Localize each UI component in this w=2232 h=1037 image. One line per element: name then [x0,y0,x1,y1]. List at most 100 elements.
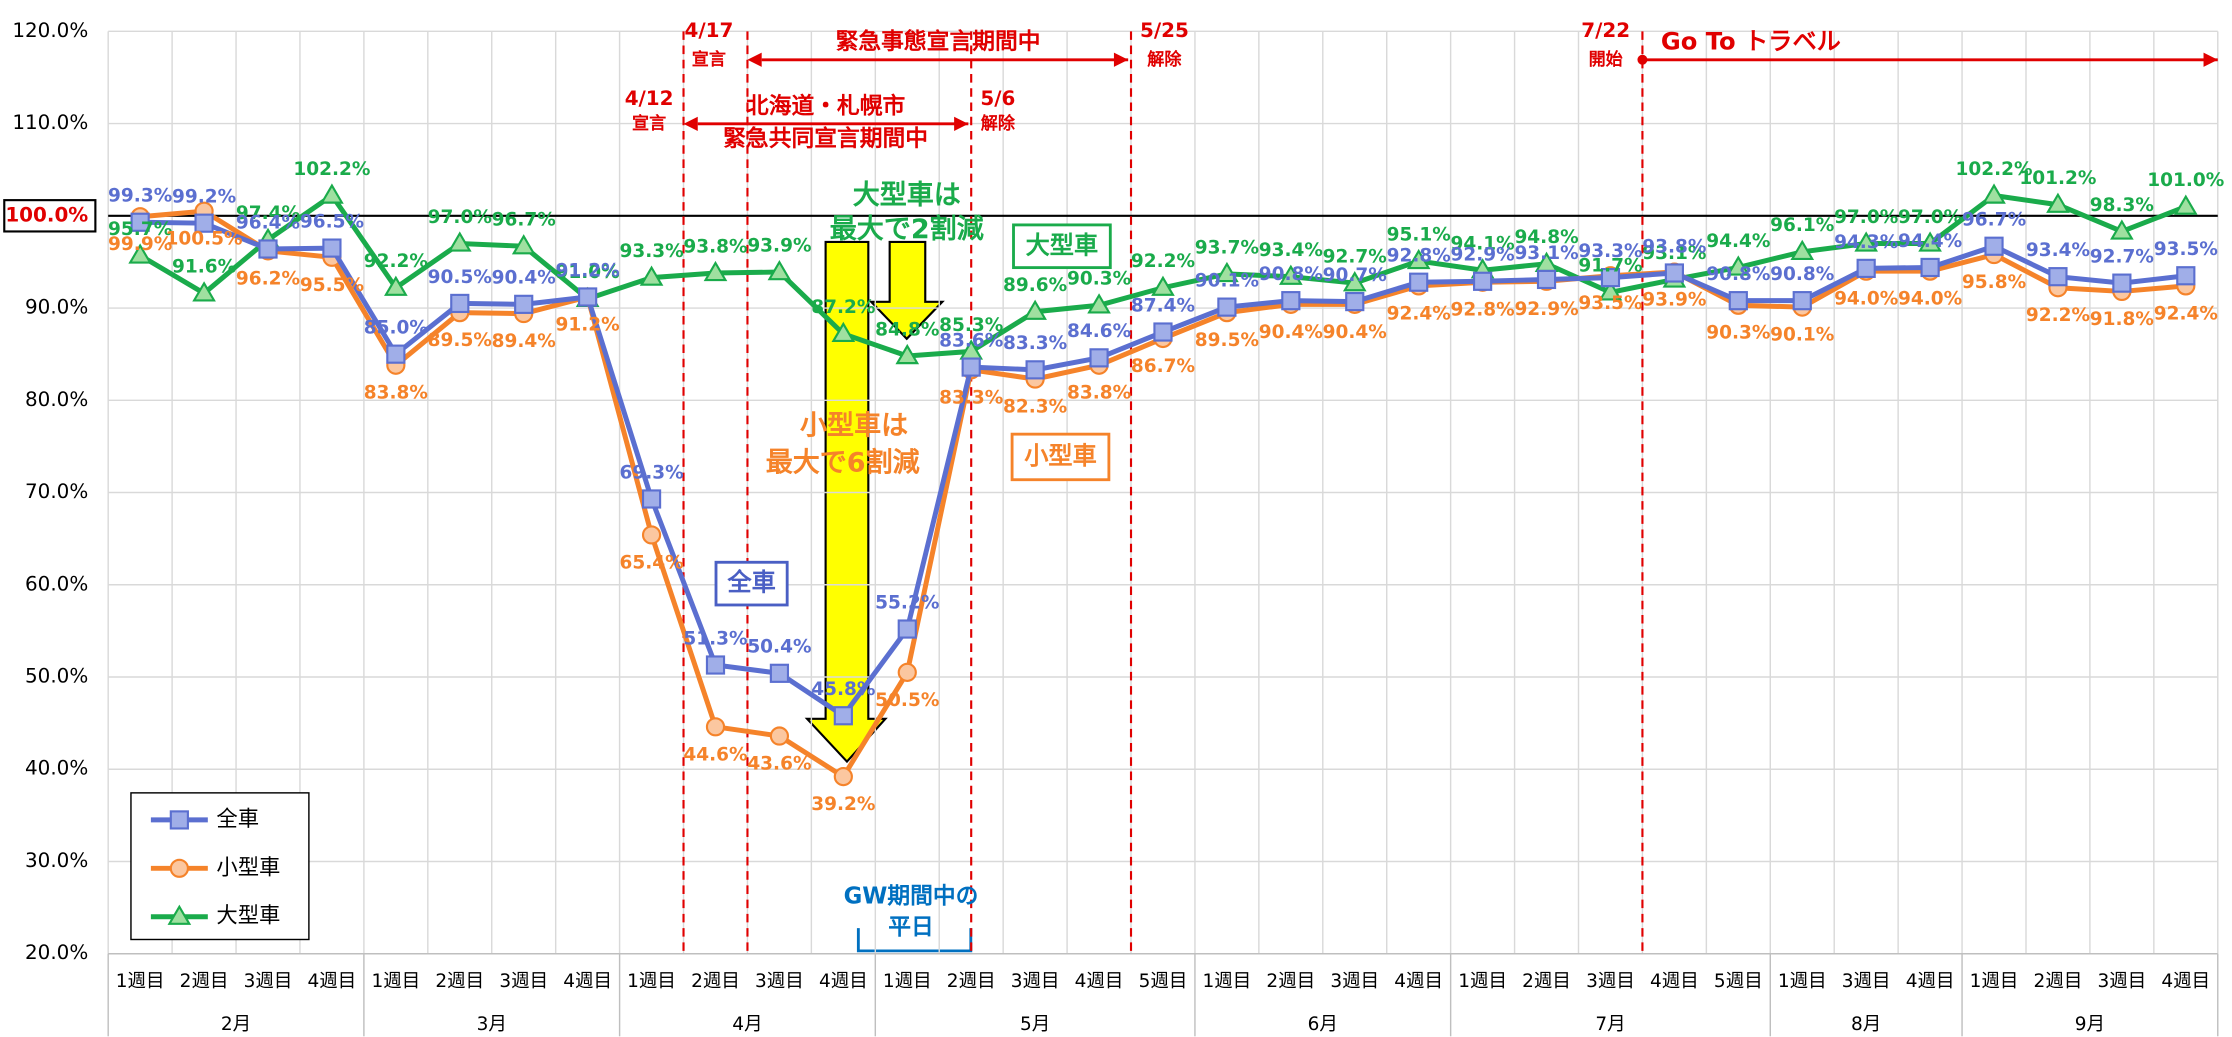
data-label: 94.1% [1451,234,1515,255]
x-tick-label: 2週目 [180,971,229,992]
data-label: 91.7% [1578,256,1642,277]
x-tick-label: 2週目 [947,971,996,992]
x-tick-label: 4週目 [2161,971,2210,992]
data-label: 93.3% [619,241,683,262]
data-label: 92.7% [2090,247,2154,268]
series [128,183,2198,365]
marker [2048,267,2068,287]
marker [1281,291,1301,311]
x-tick-label: 4週目 [819,971,868,992]
data-label: 93.9% [747,235,811,256]
annotation: Go To トラベル [1661,28,1841,56]
data-label: 89.5% [428,330,492,351]
data-label: 96.2% [236,268,300,289]
marker [169,810,189,830]
data-label: 92.7% [1323,247,1387,268]
legend-label: 小型車 [216,855,280,880]
data-label: 90.3% [1706,323,1770,344]
marker [1600,267,1621,288]
marker [578,287,598,307]
marker [1409,272,1429,292]
data-label: 92.9% [1451,245,1515,266]
marker [1536,269,1557,290]
data-label: 93.3% [1578,241,1642,262]
annotation: 4/17 [684,19,733,42]
data-label: 93.4% [2026,240,2090,261]
marker [1089,348,1109,368]
y-tick-label: 60.0% [25,572,88,595]
x-tick-label: 5週目 [1714,971,1763,992]
marker [897,662,917,682]
x-tick-label: 1週目 [1970,971,2019,992]
data-label: 90.1% [1770,325,1834,346]
data-label: 95.8% [1962,272,2026,293]
data-label: 83.8% [1067,383,1131,404]
data-label: 90.8% [1259,264,1323,285]
x-tick-label: 4週目 [1075,971,1124,992]
y-tick-label: 90.0% [25,296,88,319]
data-label: 91.2% [556,260,620,281]
data-label: 90.8% [1770,264,1834,285]
data-label: 84.6% [1067,321,1131,342]
annotation: 最大で6割減 [766,447,920,479]
x-tick-label: 1週目 [1458,971,1507,992]
arrow-head [954,116,969,131]
data-label: 69.3% [619,462,683,483]
marker [511,234,536,255]
data-label: 91.6% [172,257,236,278]
data-label: 100.5% [166,229,243,250]
marker [1472,271,1493,291]
marker [641,525,662,545]
data-label: 55.2% [875,592,939,613]
data-label: 90.5% [428,267,492,288]
legend-label: 全車 [216,807,259,832]
x-tick-label: 2週目 [691,971,740,992]
marker [705,717,726,737]
data-label: 85.3% [939,315,1003,336]
gw-bracket [856,928,973,953]
data-label: 93.8% [1642,236,1706,257]
data-label: 90.4% [492,268,556,289]
marker [128,243,152,264]
x-tick-label: 3週目 [244,971,293,992]
x-tick-label: 2週目 [1522,971,1571,992]
marker [1217,297,1237,317]
marker [1215,261,1239,283]
x-tick-label: 4週目 [563,971,612,992]
data-label: 85.0% [364,318,428,339]
marker [1153,322,1173,342]
arrow-head [747,52,762,67]
y-tick-label: 30.0% [25,849,88,872]
x-tick-label: 3週目 [2097,971,2146,992]
data-label: 39.2% [811,794,875,815]
data-label: 51.3% [683,628,747,649]
data-label: 92.9% [1514,299,1578,320]
data-label: 94.8% [1514,227,1578,248]
marker [641,489,662,509]
x-tick-label: 1週目 [1203,971,1252,992]
x-tick-label: 1週目 [1778,971,1827,992]
marker [1279,264,1303,285]
marker [450,293,470,314]
marker [192,281,216,302]
annotation: 宣言 [632,113,666,134]
data-label: 93.1% [1514,243,1578,264]
data-label: 44.6% [683,744,747,765]
data-label: 65.4% [619,552,683,573]
marker [1918,231,1942,252]
data-label: 99.2% [172,187,236,208]
x-tick-label: 1週目 [116,971,165,992]
highlight-tick-box [3,199,97,233]
month-label: 9月 [2075,1014,2105,1035]
marker [1598,280,1623,301]
data-label: 96.4% [236,212,300,233]
x-tick-label: 3週目 [1842,971,1891,992]
marker [639,265,664,286]
y-tick-label: 80.0% [25,388,88,411]
x-tick-label: 3週目 [1330,971,1379,992]
data-label: 97.4% [236,203,300,224]
x-tick-label: 2週目 [1266,971,1315,992]
y-tick-label: 70.0% [25,480,88,503]
data-label: 96.7% [492,210,556,231]
y-tick-label: 50.0% [25,665,88,688]
